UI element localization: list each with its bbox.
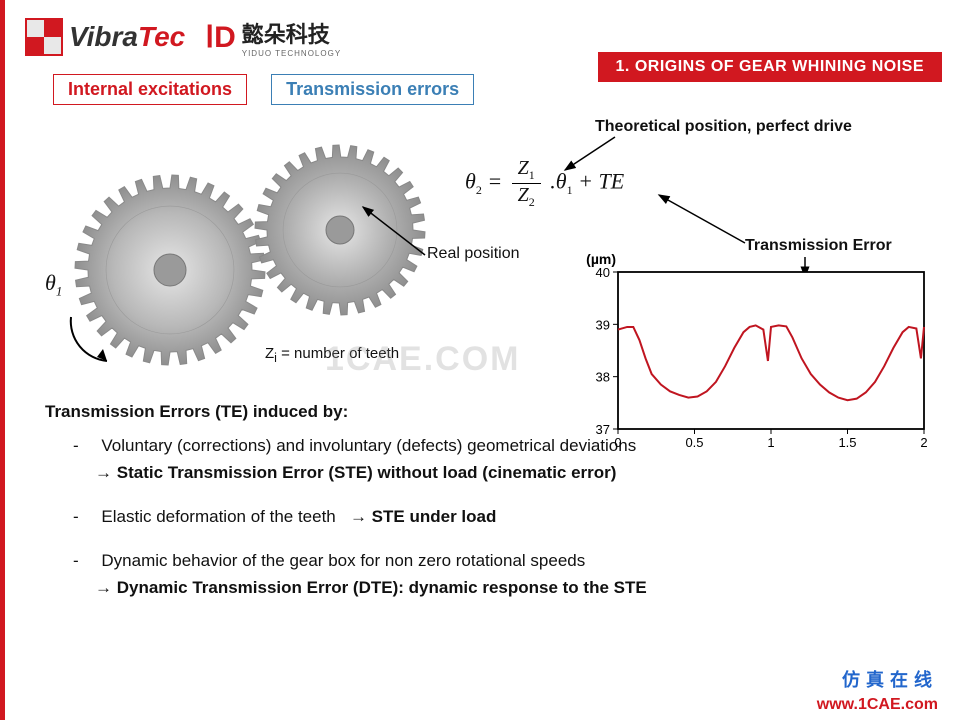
te-equation: θ2 = Z1Z2 .θ1 + TE xyxy=(465,157,624,210)
vibratec-icon xyxy=(25,18,63,56)
theoretical-position-label: Theoretical position, perfect drive xyxy=(595,118,852,136)
svg-text:0: 0 xyxy=(614,435,621,450)
theta1-label: θ1 xyxy=(45,270,62,299)
section-banner: 1. ORIGINS OF GEAR WHINING NOISE xyxy=(598,52,942,82)
svg-text:1.5: 1.5 xyxy=(838,435,856,450)
yiduo-mark-icon: ⅠD xyxy=(205,20,236,55)
svg-text:38: 38 xyxy=(596,370,610,385)
yiduo-logo: ⅠD 懿朵科技 YIDUO TECHNOLOGY xyxy=(205,17,341,58)
vibratec-logo: VibraTec xyxy=(25,18,185,56)
footer-cn: 仿真在线 xyxy=(842,666,938,692)
te-intro: Transmission Errors (TE) induced by: xyxy=(45,402,348,421)
diagram-area: θ1 Theoretical position, perfect drive R… xyxy=(25,115,942,395)
tag-transmission-errors: Transmission errors xyxy=(271,74,474,105)
svg-text:37: 37 xyxy=(596,422,610,437)
real-position-label: Real position xyxy=(427,245,520,263)
bullet-3: Dynamic behavior of the gear box for non… xyxy=(59,548,932,601)
svg-text:2: 2 xyxy=(920,435,927,450)
te-list: Voluntary (corrections) and involuntary … xyxy=(45,433,932,601)
tag-internal-excitations: Internal excitations xyxy=(53,74,247,105)
rotation-arrow-icon xyxy=(63,311,123,371)
svg-text:1: 1 xyxy=(767,435,774,450)
svg-text:39: 39 xyxy=(596,317,610,332)
yiduo-cn: 懿朵科技 xyxy=(242,17,341,49)
zi-label: Zi = number of teeth xyxy=(265,345,399,365)
footer-url: www.1CAE.com xyxy=(817,696,938,714)
svg-text:40: 40 xyxy=(596,265,610,280)
vibratec-wordmark: VibraTec xyxy=(69,21,185,53)
bullet-2: Elastic deformation of the teeth → STE u… xyxy=(59,504,932,530)
te-chart: (µm)3738394000.511.52 xyxy=(572,250,932,455)
yiduo-sub: YIDUO TECHNOLOGY xyxy=(242,49,341,58)
svg-text:0.5: 0.5 xyxy=(685,435,703,450)
